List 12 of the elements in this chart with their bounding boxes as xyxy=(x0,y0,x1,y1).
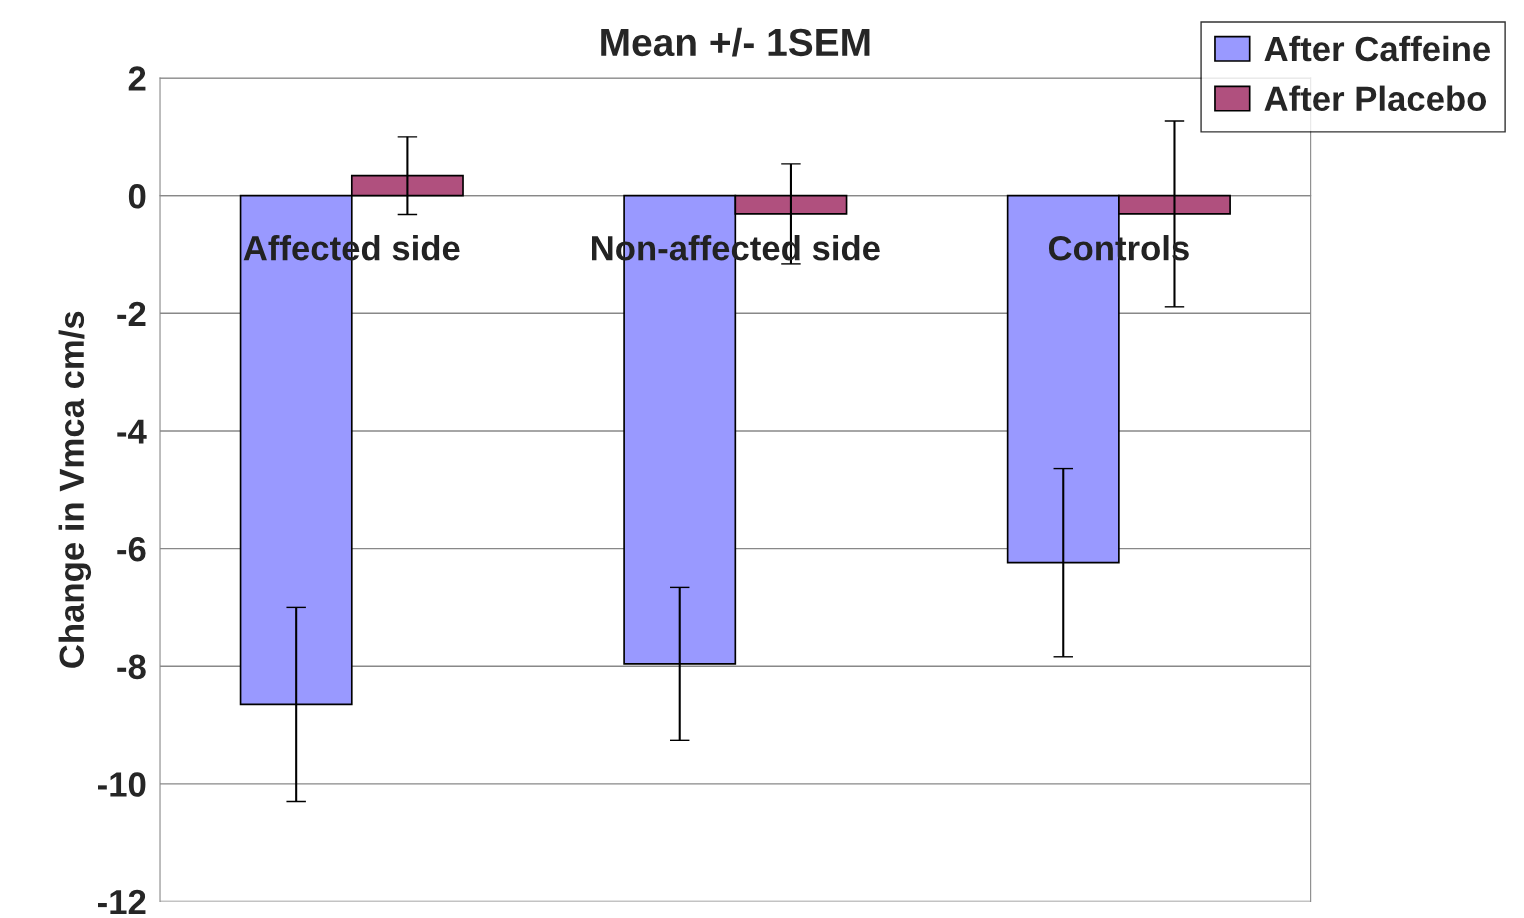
y-tick-label: -12 xyxy=(98,889,146,915)
legend-label: After Caffeine xyxy=(1264,35,1491,62)
y-tick-label: 0 xyxy=(128,184,146,209)
y-tick-label: 2 xyxy=(128,66,146,91)
y-axis-title: Change in Vmca cm/s xyxy=(58,311,92,668)
y-tick-label: -4 xyxy=(117,419,147,444)
y-tick-label: -8 xyxy=(117,654,146,680)
y-tick-label: -6 xyxy=(117,536,146,562)
y-tick-label: -2 xyxy=(117,301,146,326)
y-tick-label: -10 xyxy=(98,772,146,797)
chart-title: Mean +/- 1SEM xyxy=(601,27,870,57)
legend-label: After Placebo xyxy=(1264,85,1487,112)
